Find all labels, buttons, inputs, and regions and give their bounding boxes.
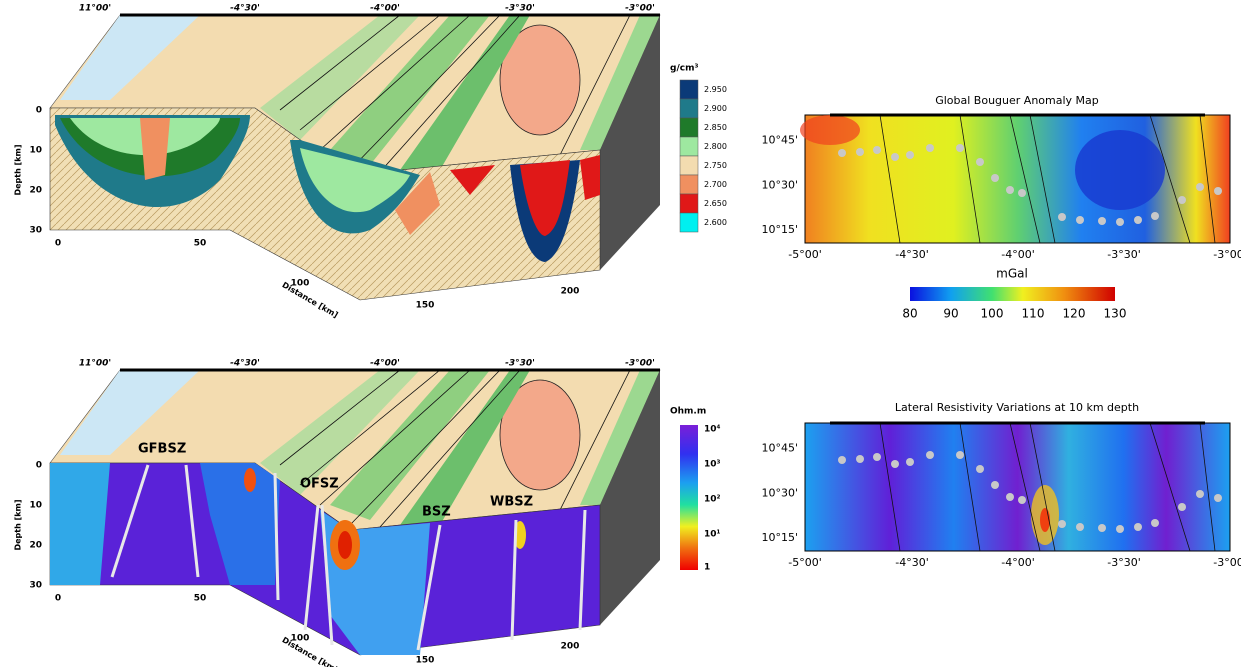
colorbar: [680, 425, 698, 570]
legend-unit: g/cm³: [670, 64, 698, 74]
colorbar-tick-label: 10⁴: [704, 425, 721, 435]
lon-tick-label: -4°00': [1001, 248, 1035, 261]
lat-tick-label: 10°15': [761, 223, 798, 236]
legend-swatch: [680, 137, 698, 156]
colorbar: [910, 287, 1115, 301]
colorbar-tick-label: 10³: [704, 460, 721, 470]
lon-tick-label: -4°30': [895, 556, 929, 569]
lon-tick-label: -5°00': [788, 556, 822, 569]
depth-tick-label: 0: [36, 106, 42, 116]
lat-tick-label: 10°30': [761, 486, 798, 499]
legend-label: 2.650: [704, 199, 727, 208]
colorbar-tick-label: 1: [704, 563, 710, 573]
density-block: [50, 15, 660, 300]
colorbar-tick-label: 130: [1104, 307, 1127, 321]
shear-zone-label: BSZ: [422, 505, 451, 520]
lon-tick-label: -3°30': [1107, 248, 1141, 261]
shear-zone-label: OFSZ: [300, 477, 339, 492]
resistivity-block: [50, 370, 660, 655]
distance-tick-label: 150: [416, 301, 435, 311]
legend-label: 2.950: [704, 85, 727, 94]
colorbar-tick-label: 100: [981, 307, 1004, 321]
map-image: [805, 115, 1230, 243]
lon-tick-label: -3°30': [1107, 556, 1141, 569]
top-tick-label: -4°30': [230, 359, 260, 369]
legend-swatch: [680, 80, 698, 99]
legend-label: 2.750: [704, 161, 727, 170]
legend-swatch: [680, 194, 698, 213]
map-image: [805, 423, 1230, 551]
shear-zone-label: GFBSZ: [138, 442, 186, 457]
legend-label: 2.700: [704, 180, 727, 189]
legend-unit: Ohm.m: [670, 407, 706, 417]
lon-tick-label: -5°00': [788, 248, 822, 261]
legend-swatch: [680, 99, 698, 118]
top-tick-label: 11°00': [79, 359, 111, 369]
colorbar-tick-label: 10²: [704, 495, 721, 505]
depth-tick-label: 20: [29, 541, 42, 551]
depth-tick-label: 0: [36, 461, 42, 471]
distance-tick-label: 150: [416, 656, 435, 666]
legend-label: 2.850: [704, 123, 727, 132]
depth-tick-label: 10: [29, 501, 42, 511]
distance-tick-label: 50: [194, 594, 207, 604]
figure: g/cm³ Ohm.m 10⁴ 10³ 10² 10¹ 1 GFBSZ OFSZ…: [0, 0, 1241, 667]
colorbar-tick-label: 120: [1063, 307, 1086, 321]
distance-tick-label: 200: [561, 287, 580, 297]
lon-tick-label: -3°00': [1213, 556, 1241, 569]
depth-tick-label: 30: [29, 226, 42, 236]
top-tick-label: -3°30': [505, 359, 535, 369]
lat-tick-label: 10°45': [761, 134, 798, 147]
legend-swatch: [680, 213, 698, 232]
top-tick-label: -4°00': [370, 359, 400, 369]
depth-axis-label: Depth [km]: [14, 144, 23, 195]
map-title: Global Bouguer Anomaly Map: [935, 94, 1099, 107]
colorbar-label: mGal: [996, 267, 1028, 281]
colorbar-tick-label: 110: [1022, 307, 1045, 321]
depth-tick-label: 30: [29, 581, 42, 591]
top-tick-label: -4°00': [370, 4, 400, 14]
legend-swatch: [680, 175, 698, 194]
top-tick-label: -3°00': [625, 4, 655, 14]
distance-tick-label: 0: [55, 239, 61, 249]
lon-tick-label: -4°30': [895, 248, 929, 261]
colorbar-tick-label: 10¹: [704, 530, 721, 540]
colorbar-tick-label: 90: [943, 307, 958, 321]
legend-label: 2.900: [704, 104, 727, 113]
legend-swatch: [680, 118, 698, 137]
map-title: Lateral Resistivity Variations at 10 km …: [895, 401, 1139, 414]
distance-tick-label: 200: [561, 642, 580, 652]
distance-tick-label: 0: [55, 594, 61, 604]
top-tick-label: -4°30': [230, 4, 260, 14]
colorbar-tick-label: 80: [902, 307, 917, 321]
top-tick-label: -3°00': [625, 359, 655, 369]
top-tick-label: 11°00': [79, 4, 111, 14]
lat-tick-label: 10°15': [761, 531, 798, 544]
lat-tick-label: 10°45': [761, 442, 798, 455]
lat-tick-label: 10°30': [761, 178, 798, 191]
legend-label: 2.800: [704, 142, 727, 151]
distance-axis-label: Distance [km]: [280, 280, 339, 319]
depth-axis-label: Depth [km]: [14, 499, 23, 550]
depth-tick-label: 20: [29, 186, 42, 196]
shear-zone-label: WBSZ: [490, 495, 533, 510]
distance-tick-label: 50: [194, 239, 207, 249]
lon-tick-label: -4°00': [1001, 556, 1035, 569]
legend-swatch: [680, 156, 698, 175]
lon-tick-label: -3°00': [1213, 248, 1241, 261]
depth-tick-label: 10: [29, 146, 42, 156]
top-tick-label: -3°30': [505, 4, 535, 14]
legend-label: 2.600: [704, 218, 727, 227]
